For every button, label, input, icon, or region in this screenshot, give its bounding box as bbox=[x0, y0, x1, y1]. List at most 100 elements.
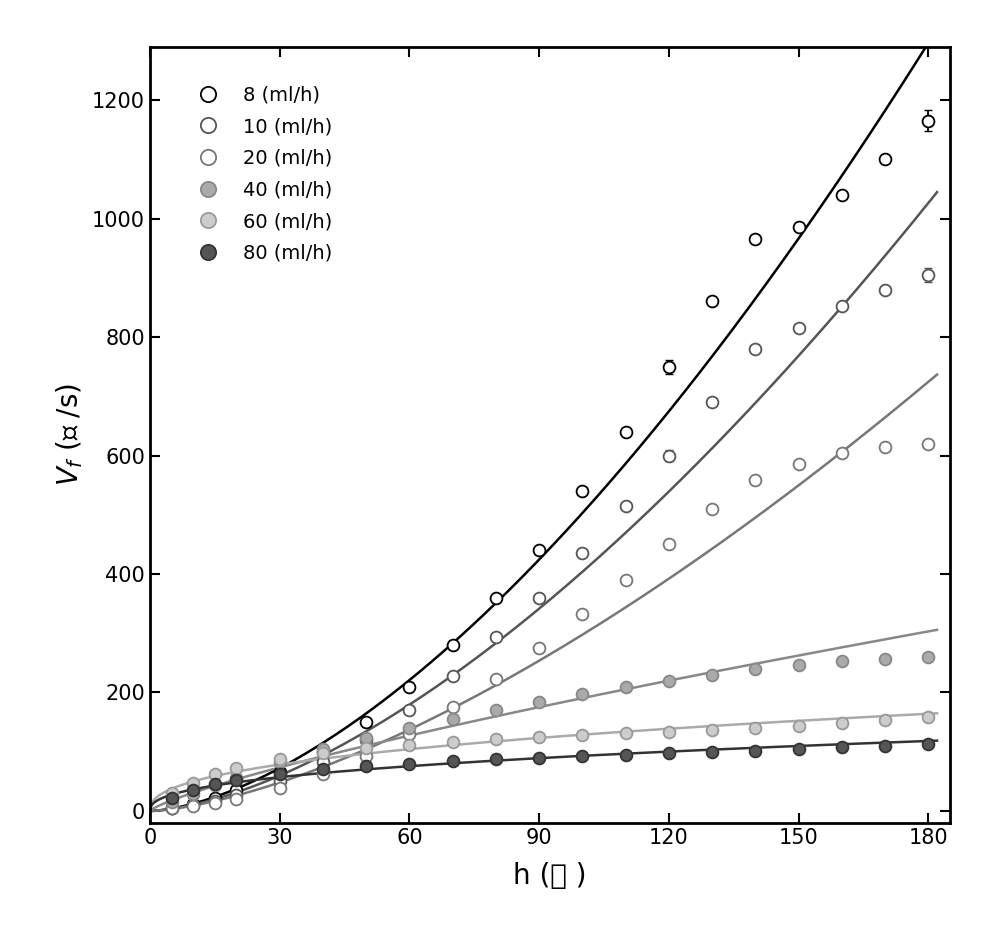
10 (ml/h) bbox=[836, 301, 848, 312]
80 (ml/h) bbox=[663, 748, 675, 759]
60 (ml/h) bbox=[274, 754, 286, 765]
20 (ml/h) bbox=[922, 439, 934, 450]
8 (ml/h) bbox=[490, 592, 502, 603]
40 (ml/h) bbox=[490, 705, 502, 716]
8 (ml/h) bbox=[403, 681, 415, 692]
8 (ml/h) bbox=[274, 767, 286, 778]
8 (ml/h) bbox=[209, 792, 221, 803]
40 (ml/h) bbox=[706, 669, 718, 681]
80 (ml/h) bbox=[620, 749, 632, 760]
80 (ml/h) bbox=[209, 778, 221, 789]
8 (ml/h) bbox=[706, 295, 718, 307]
8 (ml/h) bbox=[749, 234, 761, 245]
60 (ml/h) bbox=[209, 769, 221, 780]
60 (ml/h) bbox=[166, 787, 178, 798]
40 (ml/h) bbox=[166, 797, 178, 808]
40 (ml/h) bbox=[793, 659, 805, 670]
40 (ml/h) bbox=[360, 732, 372, 743]
10 (ml/h) bbox=[187, 799, 199, 811]
10 (ml/h) bbox=[166, 802, 178, 813]
20 (ml/h) bbox=[879, 441, 891, 453]
60 (ml/h) bbox=[576, 729, 588, 741]
Legend: 8 (ml/h), 10 (ml/h), 20 (ml/h), 40 (ml/h), 60 (ml/h), 80 (ml/h): 8 (ml/h), 10 (ml/h), 20 (ml/h), 40 (ml/h… bbox=[173, 70, 348, 279]
8 (ml/h) bbox=[879, 153, 891, 165]
20 (ml/h) bbox=[403, 728, 415, 740]
20 (ml/h) bbox=[620, 574, 632, 585]
80 (ml/h) bbox=[749, 745, 761, 756]
60 (ml/h) bbox=[360, 742, 372, 754]
20 (ml/h) bbox=[187, 800, 199, 812]
10 (ml/h) bbox=[620, 500, 632, 511]
8 (ml/h) bbox=[576, 485, 588, 496]
8 (ml/h) bbox=[360, 716, 372, 727]
10 (ml/h) bbox=[879, 284, 891, 295]
40 (ml/h) bbox=[836, 655, 848, 667]
60 (ml/h) bbox=[793, 721, 805, 732]
60 (ml/h) bbox=[490, 734, 502, 745]
80 (ml/h) bbox=[230, 774, 242, 785]
10 (ml/h) bbox=[749, 343, 761, 354]
40 (ml/h) bbox=[922, 652, 934, 663]
10 (ml/h) bbox=[576, 548, 588, 559]
Line: 80 (ml/h): 80 (ml/h) bbox=[166, 738, 934, 804]
60 (ml/h) bbox=[879, 714, 891, 726]
80 (ml/h) bbox=[403, 758, 415, 770]
10 (ml/h) bbox=[274, 776, 286, 787]
20 (ml/h) bbox=[274, 783, 286, 794]
10 (ml/h) bbox=[360, 734, 372, 745]
40 (ml/h) bbox=[879, 653, 891, 664]
80 (ml/h) bbox=[836, 741, 848, 753]
40 (ml/h) bbox=[209, 780, 221, 791]
20 (ml/h) bbox=[490, 674, 502, 685]
80 (ml/h) bbox=[533, 752, 545, 763]
80 (ml/h) bbox=[360, 760, 372, 771]
8 (ml/h) bbox=[230, 784, 242, 796]
60 (ml/h) bbox=[706, 725, 718, 736]
80 (ml/h) bbox=[793, 743, 805, 755]
40 (ml/h) bbox=[447, 712, 459, 724]
40 (ml/h) bbox=[230, 772, 242, 784]
60 (ml/h) bbox=[447, 736, 459, 747]
80 (ml/h) bbox=[274, 768, 286, 779]
80 (ml/h) bbox=[447, 755, 459, 767]
10 (ml/h) bbox=[403, 705, 415, 716]
20 (ml/h) bbox=[749, 475, 761, 486]
8 (ml/h) bbox=[187, 798, 199, 810]
60 (ml/h) bbox=[533, 731, 545, 742]
40 (ml/h) bbox=[403, 723, 415, 734]
8 (ml/h) bbox=[447, 640, 459, 651]
8 (ml/h) bbox=[793, 222, 805, 233]
10 (ml/h) bbox=[706, 396, 718, 408]
10 (ml/h) bbox=[922, 269, 934, 280]
20 (ml/h) bbox=[793, 459, 805, 470]
10 (ml/h) bbox=[490, 632, 502, 643]
8 (ml/h) bbox=[317, 746, 329, 757]
40 (ml/h) bbox=[620, 681, 632, 692]
60 (ml/h) bbox=[620, 727, 632, 739]
20 (ml/h) bbox=[447, 701, 459, 712]
20 (ml/h) bbox=[230, 794, 242, 805]
8 (ml/h) bbox=[836, 189, 848, 200]
60 (ml/h) bbox=[749, 723, 761, 734]
Line: 40 (ml/h): 40 (ml/h) bbox=[166, 651, 934, 808]
40 (ml/h) bbox=[317, 743, 329, 755]
8 (ml/h) bbox=[620, 426, 632, 438]
20 (ml/h) bbox=[706, 503, 718, 514]
60 (ml/h) bbox=[836, 718, 848, 729]
40 (ml/h) bbox=[576, 689, 588, 700]
60 (ml/h) bbox=[663, 726, 675, 737]
80 (ml/h) bbox=[706, 747, 718, 758]
8 (ml/h) bbox=[922, 115, 934, 126]
40 (ml/h) bbox=[749, 663, 761, 674]
40 (ml/h) bbox=[187, 789, 199, 800]
20 (ml/h) bbox=[166, 802, 178, 813]
10 (ml/h) bbox=[317, 756, 329, 768]
10 (ml/h) bbox=[793, 323, 805, 334]
40 (ml/h) bbox=[274, 756, 286, 768]
80 (ml/h) bbox=[879, 741, 891, 752]
10 (ml/h) bbox=[209, 796, 221, 807]
Line: 60 (ml/h): 60 (ml/h) bbox=[166, 712, 934, 799]
8 (ml/h) bbox=[663, 361, 675, 372]
10 (ml/h) bbox=[533, 592, 545, 603]
20 (ml/h) bbox=[533, 642, 545, 654]
